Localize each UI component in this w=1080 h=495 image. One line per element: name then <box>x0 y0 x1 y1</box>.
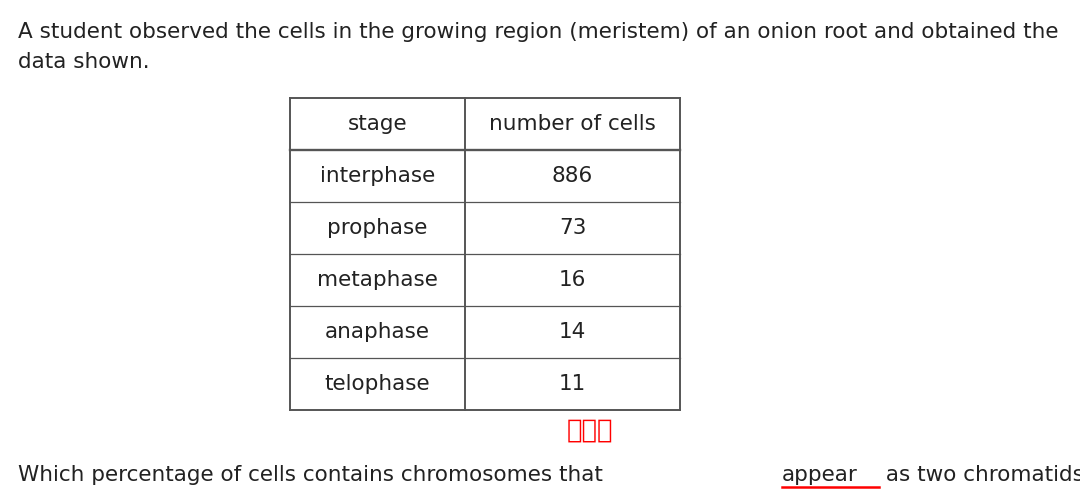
Text: as two chromatids?: as two chromatids? <box>879 465 1080 485</box>
Text: anaphase: anaphase <box>325 322 430 342</box>
Text: telophase: telophase <box>325 374 430 394</box>
Text: stage: stage <box>348 114 407 134</box>
Text: Which percentage of cells contains chromosomes that: Which percentage of cells contains chrom… <box>18 465 610 485</box>
Text: metaphase: metaphase <box>318 270 437 290</box>
Text: 73: 73 <box>558 218 586 238</box>
Text: interphase: interphase <box>320 166 435 186</box>
Text: 886: 886 <box>552 166 593 186</box>
Text: 看得见: 看得见 <box>567 418 613 444</box>
Text: 16: 16 <box>558 270 586 290</box>
Text: data shown.: data shown. <box>18 52 150 72</box>
Text: prophase: prophase <box>327 218 428 238</box>
Text: appear: appear <box>782 465 858 485</box>
Text: number of cells: number of cells <box>489 114 656 134</box>
Text: 11: 11 <box>558 374 586 394</box>
Text: A student observed the cells in the growing region (meristem) of an onion root a: A student observed the cells in the grow… <box>18 22 1058 42</box>
Text: 14: 14 <box>558 322 586 342</box>
